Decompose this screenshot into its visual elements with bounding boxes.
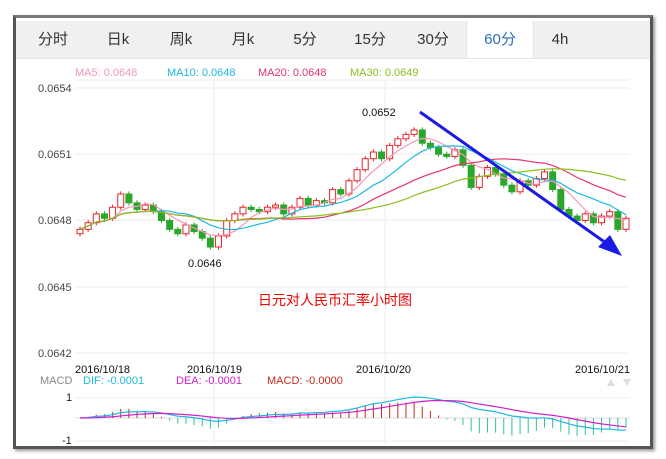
legend-ma5: MA5: 0.0648 xyxy=(75,67,137,79)
candle-body xyxy=(255,208,263,213)
tab-0[interactable]: 分时 xyxy=(37,31,69,48)
candle-body xyxy=(361,158,369,171)
candle-body xyxy=(92,213,100,224)
tab-2[interactable]: 周k xyxy=(169,31,193,48)
ma5-line xyxy=(79,137,627,237)
date-label: 2016/10/21 xyxy=(575,364,630,376)
macd-tick: 1 xyxy=(66,392,72,404)
tab-6[interactable]: 30分 xyxy=(417,31,449,48)
candle-body xyxy=(215,235,223,248)
tab-7[interactable]: 60分 xyxy=(466,21,534,58)
y-tick: 0.0651 xyxy=(38,149,72,161)
ma30-line xyxy=(79,168,627,230)
candle-body xyxy=(418,129,426,144)
legend-ma10: MA10: 0.0648 xyxy=(167,67,236,79)
dea-line xyxy=(79,399,627,428)
candle-body xyxy=(598,215,606,224)
candle-body xyxy=(467,164,475,188)
scroll-down-icon[interactable] xyxy=(623,379,631,386)
candle-body xyxy=(239,206,247,215)
candle-body xyxy=(166,220,174,230)
candle-body xyxy=(76,228,84,235)
candle-body xyxy=(206,237,214,248)
candle-body xyxy=(483,167,491,177)
y-tick: 0.0648 xyxy=(38,215,72,227)
chart-frame: 分时 日k 周k 月k 5分 15分 30分 60分 4h xyxy=(13,15,653,449)
low-annotation: 0.0646 xyxy=(188,258,222,270)
candle-body xyxy=(410,129,418,135)
candle-body xyxy=(117,193,125,208)
period-tabs: 分时 日k 周k 月k 5分 15分 30分 60分 4h xyxy=(16,21,650,59)
candle-body xyxy=(353,169,361,182)
candle-body xyxy=(614,211,622,230)
candle-body xyxy=(508,184,516,193)
candle-body xyxy=(443,153,451,157)
y-tick: 0.0642 xyxy=(38,348,72,360)
candle-body xyxy=(231,213,239,221)
candle-body xyxy=(606,211,614,217)
candle-body xyxy=(329,189,337,204)
trend-arrow xyxy=(419,110,622,256)
candle-body xyxy=(100,213,108,219)
dif-line xyxy=(79,396,627,431)
macd-value: MACD: -0.0000 xyxy=(267,375,343,387)
candle-body xyxy=(157,211,165,222)
candle-body xyxy=(247,206,255,210)
date-label: 2016/10/20 xyxy=(356,364,411,376)
scroll-up-icon[interactable] xyxy=(607,379,615,386)
ma10-line xyxy=(79,145,627,231)
macd-label: MACD xyxy=(40,375,72,387)
macd-tick: -1 xyxy=(62,435,72,447)
candle-body xyxy=(174,228,182,235)
candle-body xyxy=(557,189,565,210)
candle-body xyxy=(402,133,410,140)
candle-body xyxy=(369,151,377,160)
tab-4[interactable]: 5分 xyxy=(293,31,317,48)
macd-dif: DIF: -0.0001 xyxy=(83,375,144,387)
candle-body xyxy=(378,151,386,160)
tab-8[interactable]: 4h xyxy=(551,31,569,48)
candle-body xyxy=(435,147,443,155)
candle-body xyxy=(532,178,540,186)
candle-body xyxy=(475,175,483,188)
tab-5[interactable]: 15分 xyxy=(354,31,386,48)
legend-ma20: MA20: 0.0648 xyxy=(258,67,327,79)
candle-body xyxy=(500,173,508,186)
candle-body xyxy=(182,224,190,235)
candle-body xyxy=(581,213,589,221)
candle-body xyxy=(141,204,149,210)
candle-body xyxy=(386,144,394,160)
y-tick: 0.0645 xyxy=(38,282,72,294)
candle-body xyxy=(622,217,630,230)
candle-body xyxy=(296,197,304,208)
tab-3[interactable]: 月k xyxy=(231,31,255,48)
candle-body xyxy=(337,189,345,195)
candle-body xyxy=(394,138,402,146)
tab-1[interactable]: 日k xyxy=(106,31,130,48)
high-annotation: 0.0652 xyxy=(362,107,396,119)
chart-title: 日元对人民币汇率小时图 xyxy=(258,292,412,308)
candle-body xyxy=(589,213,597,224)
y-tick: 0.0654 xyxy=(38,83,72,95)
candle-body xyxy=(125,193,133,204)
candle-body xyxy=(272,204,280,208)
candle-body xyxy=(573,215,581,221)
date-label: 2016/10/19 xyxy=(187,364,242,376)
date-label: 2016/10/18 xyxy=(75,364,130,376)
candle-body xyxy=(541,171,549,180)
macd-dea: DEA: -0.0001 xyxy=(176,375,242,387)
legend-ma30: MA30: 0.0649 xyxy=(350,67,419,79)
candle-body xyxy=(304,197,312,206)
